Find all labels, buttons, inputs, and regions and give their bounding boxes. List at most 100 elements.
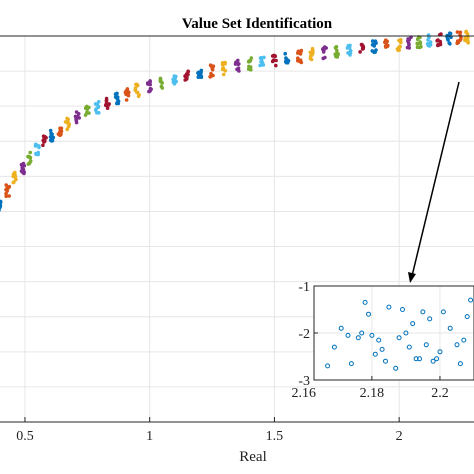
zoom-arrow-line <box>411 81 460 277</box>
data-point <box>296 51 300 55</box>
data-cluster <box>435 32 443 48</box>
data-point <box>67 124 71 128</box>
data-point <box>50 138 55 143</box>
data-cluster <box>183 69 190 82</box>
data-point <box>309 57 314 62</box>
data-point <box>427 44 432 48</box>
data-cluster <box>33 142 41 157</box>
data-point <box>74 114 79 119</box>
data-cluster <box>171 74 178 86</box>
data-point <box>323 55 327 60</box>
data-point <box>171 77 175 82</box>
inset-y-tick-label: -1 <box>298 280 310 295</box>
data-point <box>286 58 290 63</box>
inset-x-tick-label: 2.16 <box>292 386 317 401</box>
data-point <box>42 135 47 140</box>
data-cluster <box>19 161 27 176</box>
inset-data-point <box>376 337 382 343</box>
data-cluster <box>123 87 131 102</box>
data-point <box>399 40 403 45</box>
inset-data-point <box>372 351 378 357</box>
data-point <box>435 39 439 43</box>
data-point <box>298 58 303 62</box>
inset-data-point <box>464 314 470 320</box>
data-point <box>50 132 54 136</box>
data-cluster <box>283 51 291 65</box>
data-cluster <box>196 68 204 79</box>
data-point <box>335 48 339 53</box>
data-point <box>407 37 412 42</box>
main-x-tick-label: 0.5 <box>16 429 34 444</box>
data-point <box>273 54 277 58</box>
inset-data-point <box>447 325 453 331</box>
data-point <box>65 127 69 132</box>
data-point <box>76 112 81 116</box>
data-cluster <box>395 38 403 52</box>
data-cluster <box>73 110 81 125</box>
data-point <box>436 43 440 47</box>
inset-zoom-plot: 2.16 2.18 2.2 -1 -2 -3 <box>292 280 474 401</box>
inset-data-point <box>468 297 474 303</box>
data-point <box>37 144 41 148</box>
data-point <box>107 102 111 106</box>
data-point <box>33 142 38 147</box>
data-cluster <box>41 134 48 147</box>
data-point <box>321 50 326 54</box>
data-point <box>458 30 463 35</box>
data-point <box>133 86 138 90</box>
data-point <box>221 72 226 77</box>
chart-title: Value Set Identification <box>182 16 333 32</box>
data-point <box>237 69 241 73</box>
data-point <box>85 111 89 115</box>
inset-data-point <box>410 321 416 327</box>
data-point <box>48 135 53 139</box>
inset-data-point <box>423 342 429 348</box>
data-point <box>146 82 150 86</box>
data-cluster <box>145 79 153 94</box>
data-point <box>159 84 164 89</box>
data-cluster <box>63 116 71 132</box>
data-cluster <box>415 35 423 50</box>
data-point <box>438 39 443 44</box>
inset-data-point <box>461 337 467 343</box>
inset-y-tick-label: -3 <box>298 374 310 389</box>
data-point <box>407 46 412 50</box>
data-point <box>185 77 189 81</box>
data-point <box>59 126 64 131</box>
data-point <box>383 40 387 44</box>
data-point <box>12 180 16 184</box>
data-point <box>373 39 378 43</box>
data-cluster <box>233 58 241 73</box>
data-point <box>296 56 300 60</box>
data-cluster <box>93 100 101 115</box>
data-point <box>95 111 99 115</box>
data-point <box>236 62 240 67</box>
data-point <box>28 156 33 160</box>
inset-data-point <box>386 304 392 310</box>
inset-data-point <box>403 330 409 336</box>
main-data-points <box>0 29 471 212</box>
data-point <box>124 98 129 102</box>
inset-data-point <box>383 358 388 364</box>
data-point <box>160 81 164 85</box>
inset-y-ticks: -1 -2 -3 <box>298 280 318 389</box>
data-point <box>104 98 109 103</box>
data-point <box>274 58 278 63</box>
data-point <box>28 150 32 155</box>
data-point <box>94 107 98 111</box>
data-point <box>171 80 176 84</box>
data-cluster <box>405 35 413 50</box>
inset-data-point <box>430 358 436 364</box>
data-cluster <box>246 56 254 72</box>
data-point <box>348 43 352 48</box>
data-point <box>333 45 338 50</box>
inset-data-point <box>355 335 361 341</box>
data-point <box>283 51 288 56</box>
data-cluster <box>4 183 12 198</box>
data-cluster <box>104 96 111 110</box>
data-cluster <box>383 38 390 49</box>
x-axis-label: Real <box>239 449 267 465</box>
inset-data-point <box>396 335 402 341</box>
data-point <box>296 58 300 63</box>
data-point <box>4 191 8 196</box>
